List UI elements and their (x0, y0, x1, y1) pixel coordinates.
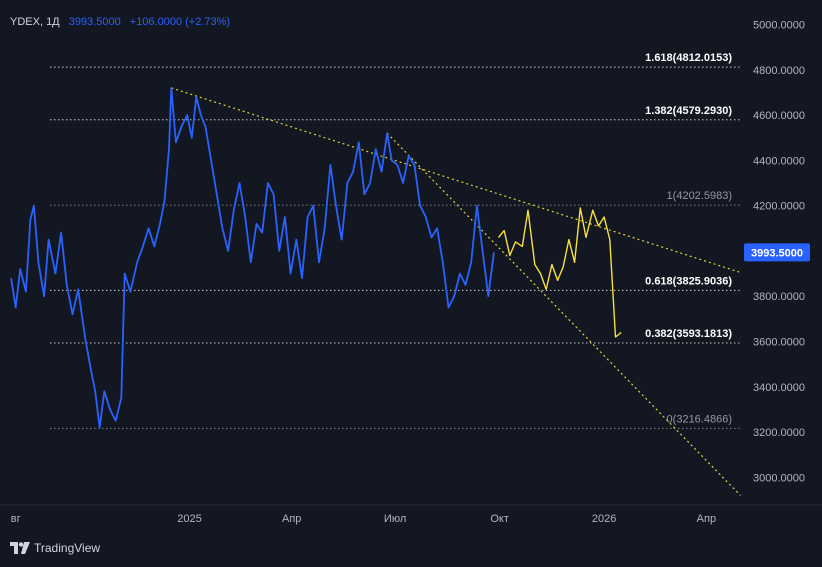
price-series-line[interactable] (10, 87, 495, 429)
fib-level-label: 1(4202.5983) (667, 190, 732, 202)
tradingview-logo-icon (10, 542, 30, 554)
price-change: +106.0000 (+2.73%) (129, 16, 231, 28)
last-price-label: 3993.5000 (751, 247, 803, 259)
fib-level-label: 1.618(4812.0153) (645, 52, 732, 64)
y-axis-tick-label: 5000.0000 (753, 20, 805, 32)
tradingview-brand[interactable]: TradingView (10, 541, 100, 555)
y-axis-tick-label: 4400.0000 (753, 155, 805, 167)
y-axis-tick-label: 3000.0000 (753, 472, 805, 484)
last-value: 3993.5000 (68, 16, 121, 28)
trendline[interactable] (386, 132, 741, 496)
y-axis-tick-label: 4200.0000 (753, 201, 805, 213)
y-axis-tick-label: 3600.0000 (753, 337, 805, 349)
fib-level-label: 0.382(3593.1813) (645, 328, 732, 340)
symbol-label[interactable]: YDEX, 1Д (10, 16, 60, 28)
y-axis-tick-label: 3200.0000 (753, 427, 805, 439)
y-axis-tick-label: 4600.0000 (753, 110, 805, 122)
fib-level-label: 0.618(3825.9036) (645, 275, 732, 287)
projection-series-line[interactable] (497, 207, 622, 338)
x-axis-tick-label: вг (11, 513, 21, 525)
fib-level-label: 1.382(4579.2930) (645, 105, 732, 117)
brand-name: TradingView (34, 541, 101, 555)
x-axis-tick-label: Июл (384, 513, 406, 525)
y-axis-tick-label: 3800.0000 (753, 291, 805, 303)
x-axis-tick-label: 2025 (177, 513, 201, 525)
fib-level-label: 0(3216.4866) (667, 413, 732, 425)
y-axis-tick-label: 4800.0000 (753, 65, 805, 77)
x-axis-tick-label: Апр (282, 513, 301, 525)
x-axis-tick-label: Окт (490, 513, 509, 525)
x-axis-tick-label: 2026 (592, 513, 616, 525)
symbol-legend: YDEX, 1Д 3993.5000 +106.0000 (+2.73%) (10, 16, 236, 28)
x-axis-tick-label: Апр (697, 513, 716, 525)
y-axis-tick-label: 3400.0000 (753, 382, 805, 394)
last-price-badge (744, 243, 810, 262)
